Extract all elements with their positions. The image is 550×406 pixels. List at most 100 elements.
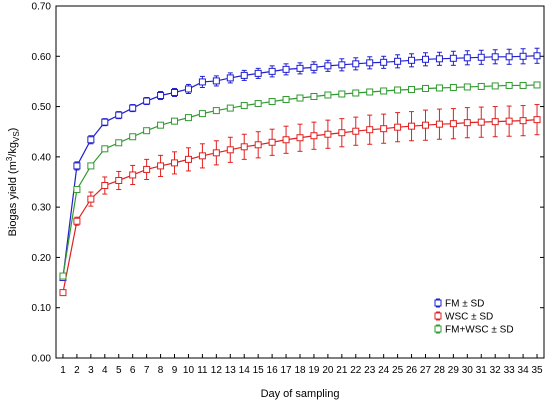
data-point <box>254 100 262 108</box>
x-tick-label: 6 <box>130 365 136 376</box>
y-axis-title-superscript: 3 <box>5 156 14 161</box>
x-tick-label: 16 <box>267 365 279 376</box>
data-point <box>171 88 179 96</box>
data-point <box>254 141 262 149</box>
data-point <box>129 133 137 141</box>
series-0 <box>59 47 541 282</box>
x-tick-label: 27 <box>420 365 432 376</box>
data-point <box>268 138 276 146</box>
data-point <box>421 84 429 92</box>
data-point <box>115 176 123 184</box>
y-tick-label: 0.10 <box>32 303 52 314</box>
x-tick-label: 13 <box>225 365 237 376</box>
data-point <box>449 120 457 128</box>
x-tick-label: 8 <box>158 365 164 376</box>
legend-label: WSC ± SD <box>445 312 493 323</box>
y-axis-title-mid: /kg <box>7 142 19 157</box>
legend-marker <box>434 299 442 307</box>
data-point <box>463 54 471 62</box>
data-point <box>115 111 123 119</box>
series-layer <box>59 47 541 297</box>
data-point <box>254 69 262 77</box>
data-point <box>240 102 248 110</box>
tick-marks: 0.000.100.200.300.400.500.600.701 2 3 4 5 6 7 8… <box>32 2 544 376</box>
data-point <box>366 59 374 67</box>
series-2 <box>59 81 541 280</box>
x-tick-label: 34 <box>518 365 530 376</box>
data-point <box>366 126 374 134</box>
data-point <box>380 58 388 66</box>
data-point <box>380 87 388 95</box>
data-point <box>87 136 95 144</box>
data-point <box>491 53 499 61</box>
x-tick-label: 1 <box>60 365 66 376</box>
data-point <box>226 104 234 112</box>
x-tick-label: 33 <box>504 365 516 376</box>
data-point <box>463 83 471 91</box>
y-axis-title: Biogas yield (m3/kgVS) <box>5 128 21 237</box>
legend-item: FM+WSC ± SD <box>434 324 514 336</box>
y-tick-label: 0.30 <box>32 203 52 214</box>
x-tick-label: 3 <box>88 365 94 376</box>
data-point <box>171 159 179 167</box>
data-point <box>519 117 527 125</box>
data-point <box>157 162 165 170</box>
data-point <box>324 130 332 138</box>
data-point <box>519 52 527 60</box>
data-point <box>212 77 220 85</box>
data-point <box>421 121 429 129</box>
data-point <box>352 89 360 97</box>
data-point <box>115 139 123 147</box>
data-point <box>212 149 220 157</box>
x-tick-label: 4 <box>102 365 108 376</box>
data-point <box>73 162 81 170</box>
data-point <box>408 85 416 93</box>
data-point <box>408 56 416 64</box>
data-point <box>282 136 290 144</box>
data-point <box>421 55 429 63</box>
data-point <box>435 84 443 92</box>
legend-marker <box>434 312 442 320</box>
legend-label: FM+WSC ± SD <box>445 325 514 336</box>
y-axis-title-subscript: VS <box>12 131 21 142</box>
data-point <box>310 63 318 71</box>
data-point <box>449 54 457 62</box>
data-point <box>352 127 360 135</box>
data-point <box>435 55 443 63</box>
data-point <box>87 162 95 170</box>
data-point <box>533 116 541 124</box>
data-point <box>282 96 290 104</box>
data-point <box>533 81 541 89</box>
x-tick-label: 26 <box>406 365 418 376</box>
x-tick-label: 15 <box>253 365 265 376</box>
legend-item: WSC ± SD <box>434 311 493 323</box>
series-1 <box>59 104 541 297</box>
x-tick-label: 17 <box>280 365 292 376</box>
data-point <box>87 195 95 203</box>
data-point <box>143 127 151 135</box>
data-point <box>533 52 541 60</box>
x-tick-label: 11 <box>197 365 208 376</box>
data-point <box>324 91 332 99</box>
x-tick-label: 29 <box>448 365 460 376</box>
data-point <box>505 117 513 125</box>
data-point <box>184 85 192 93</box>
legend-item: FM ± SD <box>434 298 484 310</box>
data-point <box>184 155 192 163</box>
data-point <box>240 71 248 79</box>
data-point <box>296 134 304 142</box>
x-tick-label: 10 <box>183 365 195 376</box>
x-tick-label: 19 <box>308 365 320 376</box>
data-point <box>477 53 485 61</box>
data-point <box>394 57 402 65</box>
x-tick-label: 23 <box>364 365 376 376</box>
data-point <box>212 107 220 115</box>
data-point <box>129 171 137 179</box>
data-point <box>143 97 151 105</box>
data-point <box>198 152 206 160</box>
x-tick-label: 12 <box>211 365 223 376</box>
y-tick-label: 0.70 <box>32 2 52 13</box>
data-point <box>352 60 360 68</box>
legend-marker <box>434 325 442 333</box>
data-point <box>380 125 388 133</box>
